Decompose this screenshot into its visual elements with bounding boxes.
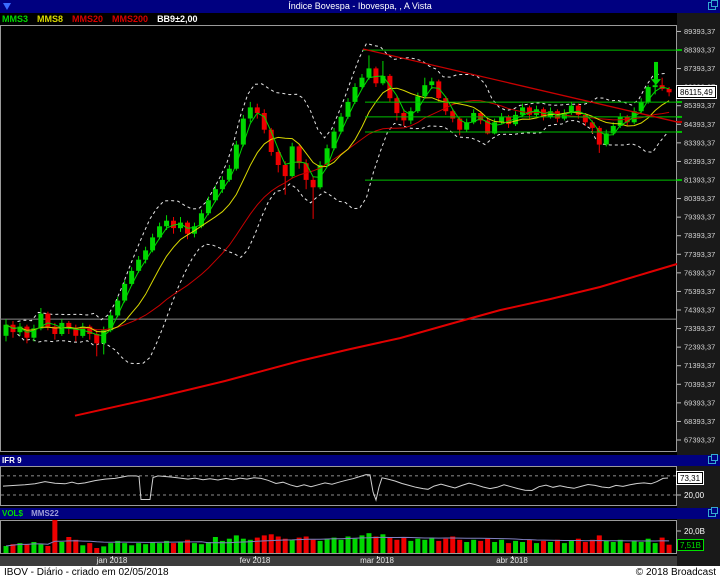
month-label: jan 2018 — [96, 556, 128, 565]
svg-text:78393,37: 78393,37 — [684, 231, 715, 240]
legend-item-mms3: MMS3 — [2, 14, 29, 24]
vol-panel-header: VOL$ MMS22 — [0, 507, 720, 519]
svg-text:70393,37: 70393,37 — [684, 380, 715, 389]
time-axis[interactable]: jan 2018 fev 2018 mar 2018 abr 2018 — [0, 556, 677, 566]
indicator-legend: MMS3 MMS8 MMS20 MMS200 BB9±2,00 — [2, 13, 677, 25]
svg-text:85393,37: 85393,37 — [684, 101, 715, 110]
app-icon[interactable] — [3, 3, 11, 10]
ifr-panel-header: IFR 9 — [0, 454, 720, 466]
month-label: mar 2018 — [360, 556, 394, 565]
vol-mms22-line — [5, 536, 670, 547]
svg-text:80393,37: 80393,37 — [684, 194, 715, 203]
mms200-line — [74, 263, 678, 417]
vol-ma-title: MMS22 — [31, 509, 59, 518]
svg-text:69393,37: 69393,37 — [684, 398, 715, 407]
mms3-line — [5, 75, 670, 337]
window-title: Índice Bovespa - Ibovespa, , A Vista — [288, 1, 432, 11]
svg-text:87393,37: 87393,37 — [684, 64, 715, 73]
month-label: abr 2018 — [496, 556, 528, 565]
main-plot-frame — [0, 25, 677, 452]
month-tick — [255, 556, 256, 559]
month-label: fev 2018 — [239, 556, 271, 565]
svg-text:83393,37: 83393,37 — [684, 138, 715, 147]
bollinger-upper-band — [17, 42, 667, 322]
svg-text:79393,37: 79393,37 — [684, 213, 715, 222]
bollinger-lower-band — [17, 120, 667, 365]
legend-item-mms8: MMS8 — [37, 14, 64, 24]
status-bar: IBOV - Diário - criado em 02/05/2018 © 2… — [0, 566, 720, 580]
down-arrow-head — [651, 79, 661, 86]
ifr-restore-icon[interactable] — [708, 454, 718, 464]
svg-text:74393,37: 74393,37 — [684, 306, 715, 315]
svg-text:81393,37: 81393,37 — [684, 176, 715, 185]
svg-text:82393,37: 82393,37 — [684, 157, 715, 166]
legend-item-mms20: MMS20 — [72, 14, 104, 24]
svg-text:76393,37: 76393,37 — [684, 268, 715, 277]
ifr-lower-level-label: 20,00 — [684, 491, 705, 500]
status-right: © 2018 Broadcast — [635, 567, 716, 578]
volume-bars — [3, 520, 672, 553]
svg-text:77393,37: 77393,37 — [684, 250, 715, 259]
title-bar: Índice Bovespa - Ibovespa, , A Vista — [0, 0, 720, 13]
ifr-value-badge: 73,31 — [677, 472, 704, 484]
month-tick — [377, 556, 378, 559]
svg-text:75393,37: 75393,37 — [684, 287, 715, 296]
svg-text:89393,37: 89393,37 — [684, 27, 715, 36]
month-tick — [512, 556, 513, 559]
svg-text:72393,37: 72393,37 — [684, 343, 715, 352]
vol-title: VOL$ — [2, 509, 23, 518]
svg-text:68393,37: 68393,37 — [684, 417, 715, 426]
vol-scale-label: 20,0B — [684, 527, 705, 536]
vol-value-badge: 7,51B — [677, 539, 704, 551]
legend-item-bb9200: BB9±2,00 — [157, 14, 198, 24]
down-arrow-shaft — [654, 61, 658, 80]
svg-text:88393,37: 88393,37 — [684, 46, 715, 55]
svg-text:84393,37: 84393,37 — [684, 120, 715, 129]
mms8-line — [5, 87, 670, 333]
svg-text:67393,37: 67393,37 — [684, 436, 715, 445]
ifr-line — [2, 474, 669, 502]
svg-text:73393,37: 73393,37 — [684, 324, 715, 333]
svg-text:71393,37: 71393,37 — [684, 361, 715, 370]
month-tick — [112, 556, 113, 559]
ifr-title: IFR 9 — [2, 456, 22, 465]
vol-restore-icon[interactable] — [708, 507, 718, 517]
restore-icon[interactable] — [708, 0, 718, 10]
last-price-badge: 86115,49 — [677, 86, 716, 98]
descending-trendline — [362, 48, 678, 123]
ifr-plot-frame — [0, 466, 677, 506]
legend-item-mms200: MMS200 — [112, 14, 149, 24]
status-left: IBOV - Diário - criado em 02/05/2018 — [4, 567, 169, 578]
